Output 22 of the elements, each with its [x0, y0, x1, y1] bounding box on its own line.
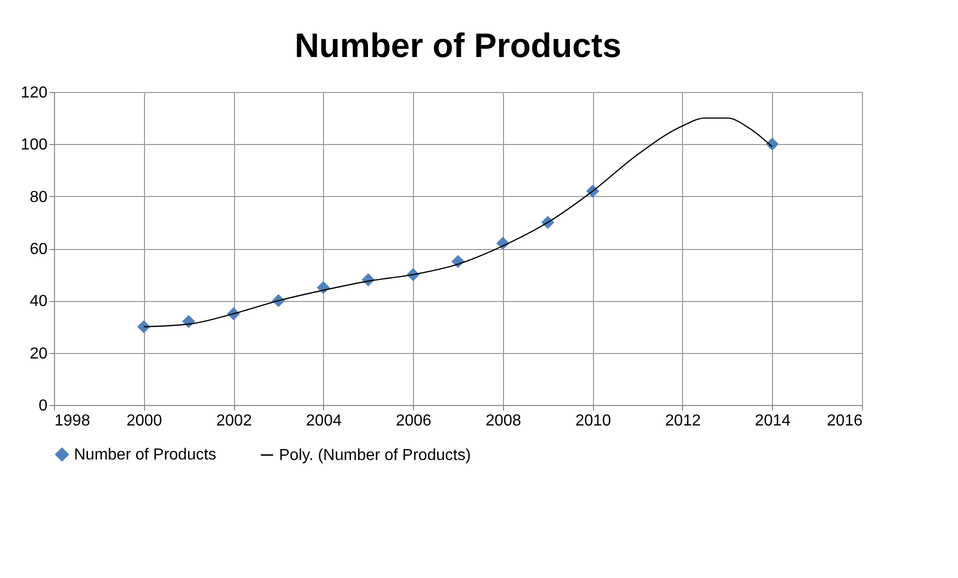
x-tick-label: 2006 [396, 412, 432, 430]
x-tick-label: 2016 [826, 412, 863, 430]
y-tick-label: 40 [30, 293, 48, 310]
x-tick-label: 1998 [54, 412, 90, 430]
x-tick-label: 2004 [306, 412, 342, 430]
y-tick-label: 100 [20, 136, 48, 154]
x-tick-label: 2002 [216, 412, 252, 430]
y-tick-label: 80 [30, 188, 48, 206]
point [137, 320, 150, 334]
x-tick-label: 2000 [126, 412, 162, 430]
chart-title: Number of Products [294, 27, 622, 65]
legend-label: Poly. (Number of Products) [279, 447, 471, 464]
y-tick-label: 120 [20, 84, 48, 102]
point [766, 138, 779, 151]
y-tick-label: 20 [30, 345, 48, 362]
x-tick-label: 2014 [754, 412, 791, 430]
y-tick-label: 60 [30, 241, 48, 258]
x-tick-label: 2012 [665, 412, 701, 430]
legend-label: Number of Products [74, 446, 216, 464]
x-tick-label: 2008 [486, 412, 522, 430]
y-tick-label: 0 [38, 398, 48, 414]
x-tick-label: 2010 [575, 412, 612, 430]
